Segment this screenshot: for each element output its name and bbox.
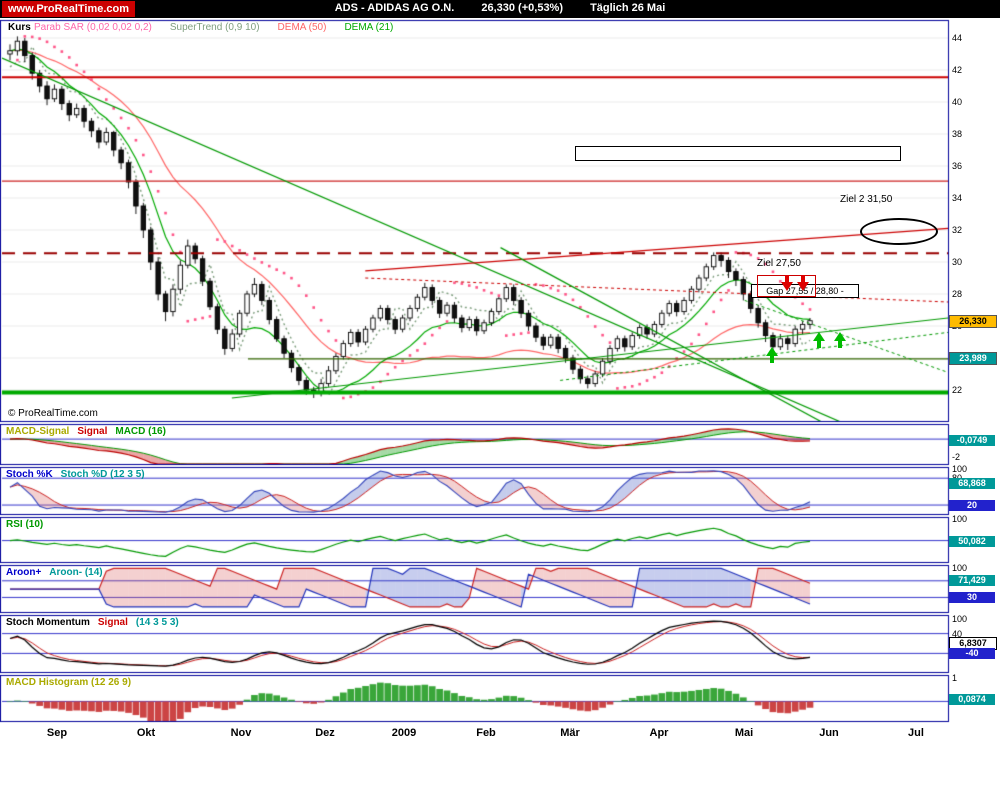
- price-badge: 26,330: [949, 314, 997, 328]
- down-arrow-icon: [780, 274, 793, 291]
- price-axis-tick: 44: [952, 33, 963, 43]
- stoch-value-badge: 20: [949, 500, 995, 512]
- legend-item-1[interactable]: SuperTrend (0,9 10): [169, 22, 260, 33]
- panel-label-part[interactable]: Stoch %D (12 3 5): [60, 469, 145, 480]
- aroon-axis-tick: 100: [952, 563, 968, 574]
- target1-annotation: Ziel 27,50: [757, 258, 801, 269]
- smi-value-badge: -40: [949, 648, 995, 660]
- rsi-axis-tick: 100: [952, 514, 968, 525]
- rsi-value-badge: 50,082: [949, 535, 995, 547]
- month-label-Okt: Okt: [136, 727, 156, 739]
- resistance-rect-shape: [575, 146, 901, 161]
- panel-label-part[interactable]: MACD (16): [115, 426, 166, 437]
- down-arrow-icon: [796, 274, 809, 291]
- chart-title: ADS - ADIDAS AG O.N. 26,330 (+0,53%) Täg…: [0, 2, 1000, 14]
- smi-axis-tick: 40: [952, 628, 963, 639]
- main-legend: Parab SAR (0,02 0,02 0,2) SuperTrend (0,9…: [34, 22, 393, 33]
- top-bar: www.ProRealTime.com ADS - ADIDAS AG O.N.…: [0, 0, 1000, 18]
- panel-label-aroon[interactable]: Aroon+ Aroon- (14): [6, 567, 103, 578]
- stoch-value-badge: 68,868: [949, 478, 995, 490]
- up-arrow-icon: [766, 346, 779, 363]
- up-arrow-icon: [834, 332, 847, 349]
- macd-value-badge: -0,0749: [949, 434, 995, 446]
- month-label-Jun: Jun: [819, 727, 839, 739]
- macd-axis-tick: -2: [952, 451, 961, 462]
- price-axis-tick: 36: [952, 161, 963, 171]
- month-label-Jul: Jul: [908, 727, 924, 739]
- hist-value-badge: 0,0874: [949, 694, 995, 706]
- legend-item-0[interactable]: Parab SAR (0,02 0,02 0,2): [34, 22, 152, 33]
- month-label-2009: 2009: [391, 727, 417, 739]
- panel-label-part[interactable]: Signal: [97, 617, 128, 628]
- stoch-axis-tick: 100: [952, 464, 968, 475]
- up-arrow-icon: [812, 332, 825, 349]
- panel-label-part[interactable]: MACD-Signal: [6, 426, 70, 437]
- price-axis-tick: 28: [952, 289, 963, 299]
- aroon-value-badge: 71,429: [949, 575, 995, 587]
- panel-label-stoch[interactable]: Stoch %K Stoch %D (12 3 5): [6, 469, 145, 480]
- panel-label-part[interactable]: Stoch %K: [6, 469, 53, 480]
- panel-label-part[interactable]: MACD Histogram (12 26 9): [6, 677, 132, 688]
- hist-axis-tick: 1: [952, 673, 958, 684]
- panel-label-macd[interactable]: MACD-Signal Signal MACD (16): [6, 426, 166, 437]
- price-axis-tick: 22: [952, 385, 963, 395]
- target-ellipse-shape: [860, 218, 938, 245]
- prorealtime-brand-link[interactable]: www.ProRealTime.com: [2, 1, 136, 17]
- panel-label-part[interactable]: Aroon- (14): [49, 567, 103, 578]
- month-label-Nov: Nov: [230, 727, 252, 739]
- price-axis-tick: 40: [952, 97, 963, 107]
- panel-label-part[interactable]: Stoch Momentum: [6, 617, 90, 628]
- month-label-Sep: Sep: [46, 727, 68, 739]
- aroon-value-badge: 30: [949, 592, 995, 604]
- price-axis-tick: 32: [952, 225, 963, 235]
- month-label-Feb: Feb: [476, 727, 496, 739]
- panel-label-rsi[interactable]: RSI (10): [6, 519, 43, 530]
- legend-item-2[interactable]: DEMA (50): [277, 22, 327, 33]
- period-date: Täglich 26 Mai: [590, 2, 666, 14]
- copyright-label: © ProRealTime.com: [5, 408, 101, 419]
- price-axis-tick: 30: [952, 257, 963, 267]
- panel-label-part[interactable]: Signal: [77, 426, 108, 437]
- symbol-title: ADS - ADIDAS AG O.N.: [334, 2, 455, 14]
- panel-label-part[interactable]: Aroon+: [6, 567, 42, 578]
- target2-annotation: Ziel 2 31,50: [840, 194, 893, 205]
- price-axis-tick: 42: [952, 65, 963, 75]
- price-axis-tick: 38: [952, 129, 963, 139]
- price-badge: 23,989: [949, 352, 997, 366]
- smi-axis-tick: 100: [952, 613, 968, 624]
- legend-item-3[interactable]: DEMA (21): [344, 22, 394, 33]
- month-label-Mär: Mär: [560, 727, 580, 739]
- month-label-Dez: Dez: [315, 727, 335, 739]
- panel-label-hist[interactable]: MACD Histogram (12 26 9): [6, 677, 131, 688]
- month-label-Apr: Apr: [649, 727, 669, 739]
- price-change: 26,330 (+0,53%): [481, 2, 563, 14]
- month-label-Mai: Mai: [734, 727, 754, 739]
- panel-label-part[interactable]: (14 3 5 3): [135, 617, 179, 628]
- price-axis-tick: 34: [952, 193, 963, 203]
- panel-label-part[interactable]: RSI (10): [6, 519, 44, 530]
- panel-label-smi[interactable]: Stoch Momentum Signal (14 3 5 3): [6, 617, 179, 628]
- price-panel-label[interactable]: Kurs: [6, 22, 33, 33]
